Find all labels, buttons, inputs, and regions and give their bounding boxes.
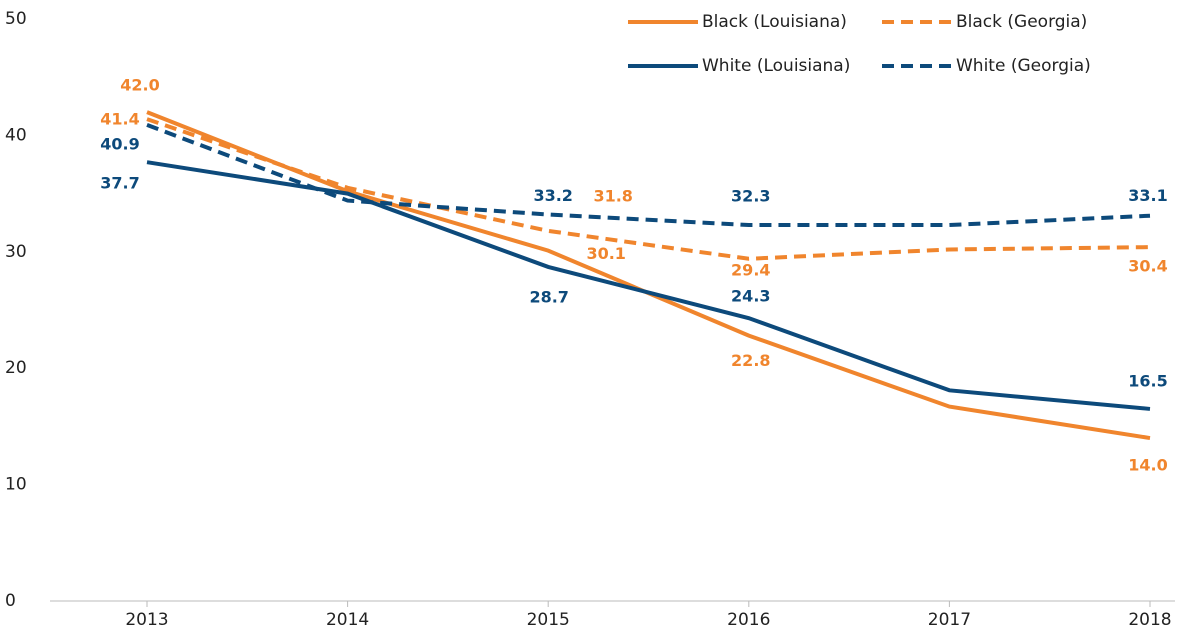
data-label: 30.1 [586,244,625,263]
data-label: 33.2 [533,186,572,205]
data-label: 32.3 [731,187,770,206]
y-tick-label: 50 [5,9,27,29]
y-tick-label: 10 [5,475,27,495]
data-label: 24.3 [731,287,770,306]
legend-label: Black (Georgia) [956,12,1087,32]
data-label: 29.4 [731,260,770,279]
x-tick-label: 2018 [1128,610,1171,630]
series-line [146,110,1151,441]
x-tick-label: 2014 [326,610,369,630]
legend-label: White (Georgia) [956,56,1091,76]
x-tick-label: 2015 [527,610,570,630]
data-label: 16.5 [1128,371,1167,390]
data-label: 28.7 [529,287,568,306]
y-tick-label: 20 [5,358,27,378]
data-label: 22.8 [731,351,770,370]
x-tick-label: 2013 [125,610,168,630]
data-label: 41.4 [100,110,139,129]
data-label: 37.7 [100,174,139,193]
data-label: 14.0 [1128,456,1167,475]
series-line [146,123,1151,228]
series-line [146,160,1151,411]
y-tick-label: 40 [5,125,27,145]
legend-label: White (Louisiana) [702,56,850,76]
data-label: 33.1 [1128,186,1167,205]
data-label: 30.4 [1128,257,1167,276]
data-label: 40.9 [100,134,139,153]
data-label: 31.8 [593,186,632,205]
data-label: 42.0 [120,76,159,95]
series-line [146,117,1151,261]
x-tick-label: 2017 [928,610,971,630]
y-tick-label: 0 [5,591,16,611]
legend-label: Black (Louisiana) [702,12,847,32]
x-tick-label: 2016 [727,610,770,630]
y-tick-label: 30 [5,242,27,262]
